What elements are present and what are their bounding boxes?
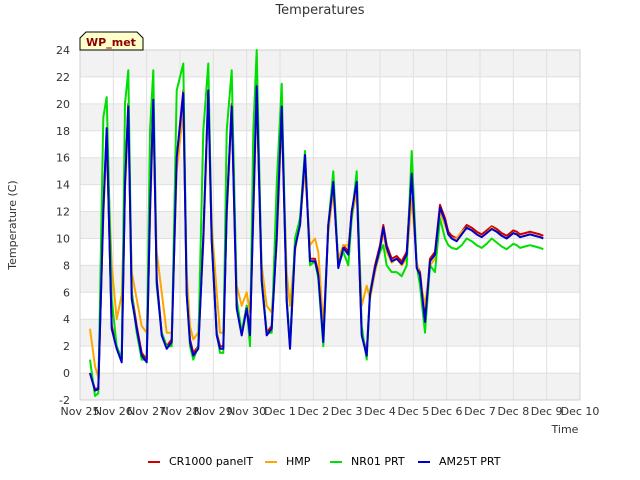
band-10 bbox=[80, 103, 580, 131]
y-tick-label: 22 bbox=[56, 71, 70, 84]
x-tick-label: Dec 8 bbox=[497, 405, 529, 418]
x-tick-label: Nov 27 bbox=[127, 405, 166, 418]
legend-label: AM25T PRT bbox=[439, 455, 501, 468]
legend: CR1000 panelT HMP NR01 PRT AM25T PRT bbox=[148, 455, 501, 468]
x-tick-label: Nov 30 bbox=[227, 405, 266, 418]
y-tick-label: 16 bbox=[56, 152, 70, 165]
legend-label: NR01 PRT bbox=[351, 455, 405, 468]
band-2 bbox=[80, 319, 580, 347]
x-tick-label: Dec 10 bbox=[561, 405, 600, 418]
band-0 bbox=[80, 373, 580, 400]
legend-label: HMP bbox=[286, 455, 311, 468]
x-tick-label: Nov 25 bbox=[61, 405, 100, 418]
x-tick-label: Nov 28 bbox=[161, 405, 200, 418]
band-12 bbox=[80, 50, 580, 77]
x-tick-label: Dec 2 bbox=[297, 405, 329, 418]
y-tick-label: 8 bbox=[63, 259, 70, 272]
chart-title: Temperatures bbox=[274, 3, 364, 18]
y-tick-label: 10 bbox=[56, 232, 70, 245]
y-tick-label: 20 bbox=[56, 98, 70, 111]
x-tick-label: Dec 1 bbox=[264, 405, 296, 418]
station-badge: WP_met bbox=[79, 31, 144, 51]
series-line-am25t-prt bbox=[89, 85, 544, 392]
y-tick-label: 0 bbox=[63, 367, 70, 380]
x-tick-label: Dec 9 bbox=[531, 405, 563, 418]
y-tick-label: 6 bbox=[63, 286, 70, 299]
y-tick-label: 24 bbox=[56, 44, 70, 57]
series-lines bbox=[89, 49, 544, 397]
x-tick-label: Nov 26 bbox=[94, 405, 133, 418]
x-tick-label: Dec 3 bbox=[331, 405, 363, 418]
x-axis-label: Time bbox=[551, 423, 579, 436]
badge-label: WP_met bbox=[86, 36, 136, 49]
y-tick-label: 14 bbox=[56, 179, 70, 192]
y-tick-label: 2 bbox=[63, 340, 70, 353]
y-tick-label: 18 bbox=[56, 125, 70, 138]
x-tick-label: Nov 29 bbox=[194, 405, 233, 418]
y-tick-label: -2 bbox=[59, 394, 70, 407]
plot-area-frame bbox=[79, 49, 581, 401]
y-axis-label: Temperature (C) bbox=[6, 180, 19, 270]
legend-label: CR1000 panelT bbox=[169, 455, 253, 468]
x-tick-label: Dec 7 bbox=[464, 405, 496, 418]
x-tick-label: Dec 4 bbox=[364, 405, 396, 418]
x-tick-label: Dec 6 bbox=[431, 405, 463, 418]
band-8 bbox=[80, 157, 580, 185]
y-tick-label: 4 bbox=[63, 313, 70, 326]
band-4 bbox=[80, 265, 580, 293]
badge-box bbox=[79, 31, 144, 51]
y-tick-label: 12 bbox=[56, 206, 70, 219]
x-tick-label: Dec 5 bbox=[397, 405, 429, 418]
